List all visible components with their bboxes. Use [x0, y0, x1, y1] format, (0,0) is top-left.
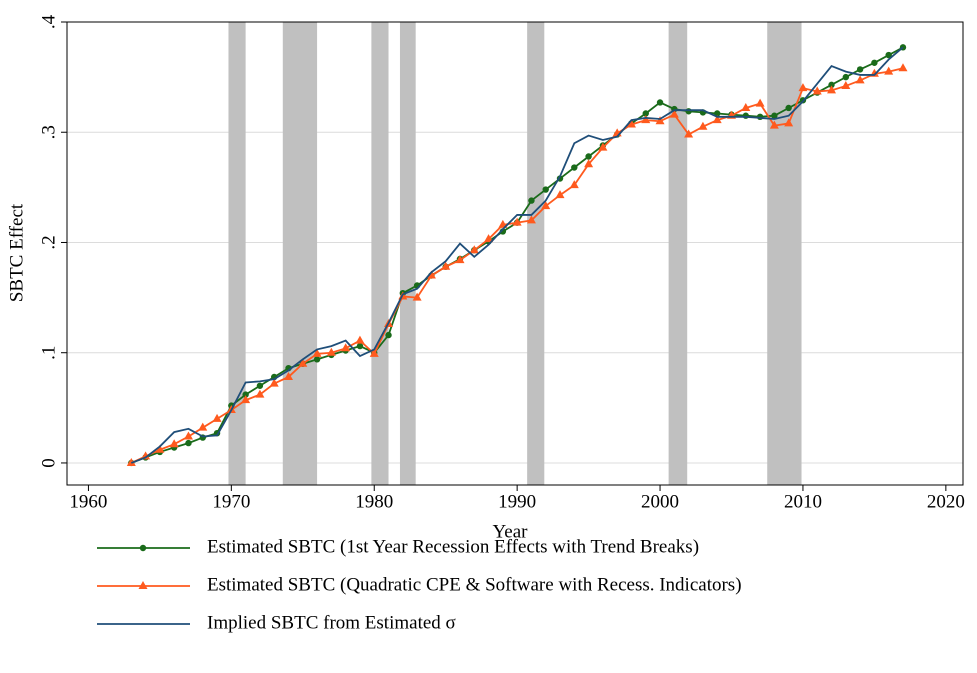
x-tick-label: 1980: [355, 491, 393, 512]
x-tick-label: 1970: [212, 491, 250, 512]
y-axis-label: SBTC Effect: [6, 203, 27, 302]
point: [828, 81, 835, 89]
point: [685, 108, 692, 115]
point: [898, 63, 908, 72]
recession-band: [371, 22, 389, 485]
point: [798, 83, 808, 92]
x-tick-label: 2010: [784, 491, 822, 512]
point: [141, 451, 151, 460]
point: [856, 66, 864, 73]
recession-band: [767, 22, 802, 485]
point: [684, 129, 694, 138]
x-tick-label: 2020: [927, 491, 965, 512]
legend-label: Implied SBTC from Estimated σ: [207, 612, 456, 633]
point: [441, 261, 451, 270]
point: [183, 431, 193, 440]
point: [784, 118, 794, 127]
point: [755, 98, 765, 107]
point: [484, 234, 494, 243]
point: [312, 348, 322, 357]
point: [541, 201, 551, 210]
legend-label: Estimated SBTC (1st Year Recession Effec…: [207, 536, 699, 557]
point: [528, 197, 535, 204]
point: [313, 356, 321, 363]
recession-band: [228, 22, 246, 485]
point: [769, 120, 779, 129]
series-line: [130, 46, 904, 464]
point: [698, 121, 708, 130]
recession-band: [527, 22, 545, 485]
point: [785, 104, 792, 112]
point: [356, 342, 364, 350]
point: [126, 457, 136, 466]
point: [812, 86, 822, 95]
x-axis-label: Year: [492, 521, 528, 542]
point: [526, 215, 536, 224]
point: [827, 85, 837, 94]
recession-band: [282, 22, 318, 485]
legend-label: Estimated SBTC (Quadratic CPE & Software…: [207, 574, 742, 595]
point: [269, 378, 279, 387]
point: [542, 186, 549, 193]
point: [742, 112, 749, 119]
point: [155, 444, 165, 453]
y-tick-label: .2: [38, 235, 59, 249]
point: [585, 153, 592, 160]
legend-marker: [139, 544, 147, 552]
point: [626, 119, 636, 128]
point: [656, 99, 664, 106]
point: [355, 335, 365, 344]
point: [185, 439, 192, 447]
point: [569, 180, 579, 189]
point: [555, 190, 565, 199]
point: [885, 51, 892, 59]
point: [256, 382, 264, 389]
point: [326, 347, 336, 356]
point: [469, 245, 479, 254]
recession-band: [399, 22, 416, 485]
point: [712, 115, 722, 124]
y-tick-label: 0: [38, 458, 59, 468]
point: [642, 110, 649, 117]
point: [212, 413, 222, 422]
point: [655, 116, 665, 125]
point: [242, 391, 249, 398]
point: [426, 270, 436, 279]
point: [841, 80, 851, 89]
point: [641, 115, 651, 124]
x-tick-label: 1990: [498, 491, 536, 512]
y-tick-label: .3: [38, 125, 59, 139]
point: [871, 59, 878, 66]
point: [855, 75, 865, 84]
point: [341, 343, 351, 352]
point: [385, 331, 392, 339]
point: [283, 371, 293, 380]
y-tick-label: .4: [38, 14, 59, 29]
point: [512, 217, 522, 226]
point: [884, 66, 894, 75]
point: [598, 142, 608, 151]
x-tick-label: 2000: [641, 491, 679, 512]
point: [741, 102, 751, 111]
point: [255, 389, 265, 398]
plot-frame: [66, 21, 964, 486]
point: [455, 255, 465, 264]
point: [169, 439, 179, 448]
point: [369, 348, 379, 357]
point: [412, 292, 422, 301]
point: [198, 422, 208, 431]
recession-band: [668, 22, 688, 485]
point: [298, 358, 308, 367]
point: [842, 73, 850, 81]
y-tick-label: .1: [38, 346, 59, 360]
point: [584, 159, 594, 168]
legend-marker: [138, 581, 148, 589]
x-tick-label: 1960: [69, 491, 107, 512]
point: [669, 109, 679, 118]
point: [771, 112, 778, 119]
point: [756, 113, 764, 121]
point: [571, 164, 578, 171]
point: [241, 395, 251, 404]
